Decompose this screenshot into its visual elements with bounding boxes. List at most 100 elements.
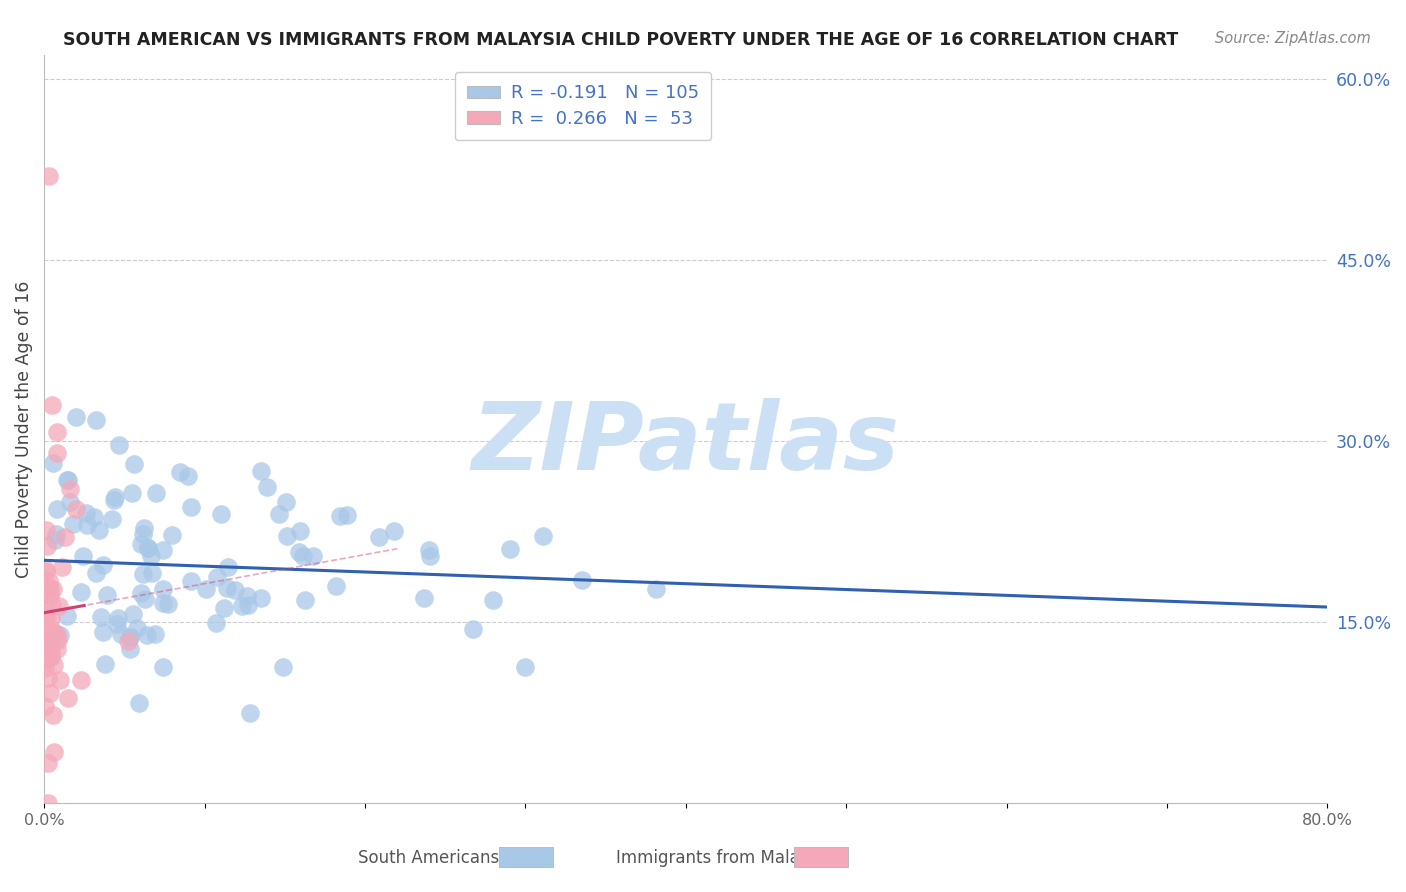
Point [118,630,141,644]
Point [87,523,110,537]
Point [44,533,66,547]
Point [42,626,65,640]
Point [39,641,62,656]
Point [128,696,150,710]
Point [108,438,131,452]
Point [231,599,253,613]
Point [72,549,94,563]
Point [152,582,174,597]
Point [100,512,122,526]
Point [42,456,65,470]
Text: ZIPatlas: ZIPatlas [471,398,900,490]
Point [250,464,273,478]
Point [235,590,257,604]
Point [37,756,59,770]
Point [498,542,520,557]
Point [121,485,143,500]
Point [34,628,56,642]
Point [122,607,145,621]
Point [45,501,67,516]
Point [419,549,441,563]
Point [53,530,76,544]
Point [180,574,202,588]
Point [39,611,62,625]
Point [205,615,228,630]
Point [104,490,127,504]
Point [34,698,56,713]
Point [177,468,200,483]
Point [96,588,118,602]
Point [45,425,67,439]
Point [39,649,62,664]
Point [531,529,554,543]
Point [41,598,63,612]
Point [291,549,314,563]
Point [59,494,82,508]
Point [107,611,129,625]
Point [135,628,157,642]
Point [224,583,246,598]
Point [56,473,79,487]
Point [42,657,65,672]
Point [141,566,163,581]
Point [39,581,62,595]
Point [122,458,145,472]
Point [274,494,297,508]
Point [329,509,352,524]
Point [39,648,62,662]
Point [120,642,142,657]
Point [152,660,174,674]
Point [180,500,202,515]
Point [211,508,233,522]
Point [205,570,228,584]
Point [160,527,183,541]
Point [288,524,311,538]
Point [129,537,152,551]
Point [136,541,159,555]
Point [152,542,174,557]
Text: Source: ZipAtlas.com: Source: ZipAtlas.com [1215,31,1371,46]
Point [48,599,70,613]
Point [276,529,298,543]
Point [45,632,67,646]
Point [84,566,107,580]
Point [645,582,668,596]
Point [217,559,239,574]
Point [34,579,56,593]
Point [42,707,65,722]
Point [35,566,58,580]
Point [46,641,69,656]
Point [34,621,56,635]
Point [37,608,59,623]
Point [302,549,325,563]
Point [482,592,505,607]
Point [39,589,62,603]
Point [46,627,69,641]
Point [215,581,238,595]
Point [134,591,156,606]
Point [273,660,295,674]
Point [46,633,69,648]
Point [39,686,62,700]
Point [37,581,59,595]
Point [46,446,69,460]
Point [34,648,56,662]
Point [288,545,311,559]
Point [41,629,63,643]
Point [58,690,80,705]
Point [51,560,73,574]
Point [34,523,56,537]
Point [136,541,159,555]
Point [143,626,166,640]
Point [325,579,347,593]
Point [38,639,60,653]
Point [571,573,593,587]
Point [65,410,87,425]
Text: SOUTH AMERICAN VS IMMIGRANTS FROM MALAYSIA CHILD POVERTY UNDER THE AGE OF 16 COR: SOUTH AMERICAN VS IMMIGRANTS FROM MALAYS… [63,31,1178,49]
Point [194,582,217,597]
Point [367,531,389,545]
Point [35,652,58,666]
Point [34,617,56,632]
Point [256,480,278,494]
Point [239,706,262,720]
